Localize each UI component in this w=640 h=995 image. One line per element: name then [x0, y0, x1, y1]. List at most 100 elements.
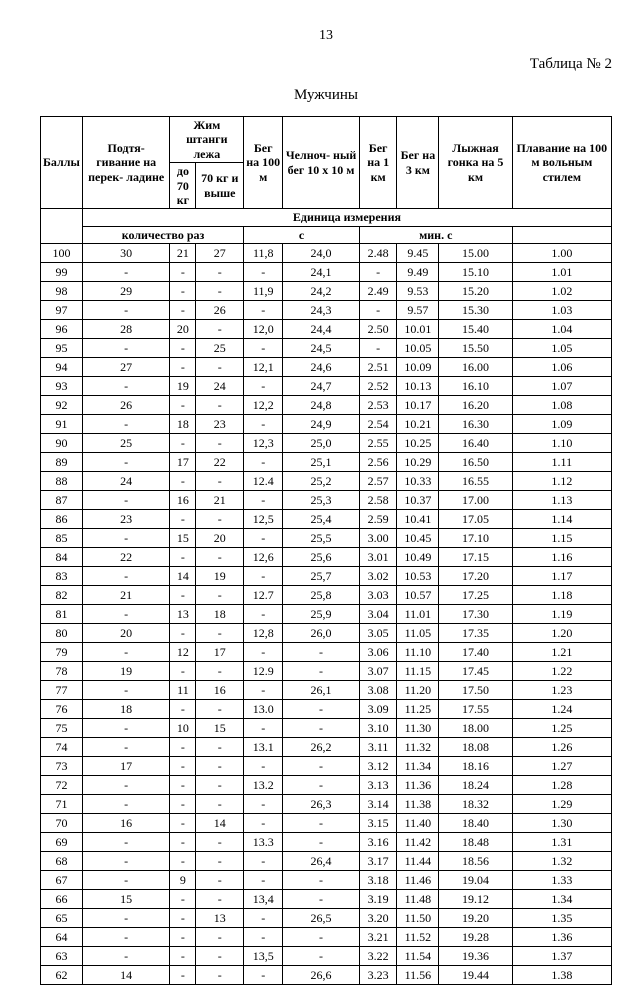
value-cell: 20 — [170, 320, 196, 339]
value-cell: 27 — [196, 244, 244, 263]
value-cell: 19.36 — [439, 947, 512, 966]
value-cell: 3.07 — [359, 662, 397, 681]
table-row: 81-1318-25,93.0411.0117.301.19 — [41, 605, 612, 624]
value-cell: 10.01 — [397, 320, 439, 339]
points-cell: 97 — [41, 301, 83, 320]
value-cell: 10.57 — [397, 586, 439, 605]
value-cell: 3.12 — [359, 757, 397, 776]
value-cell: 10.17 — [397, 396, 439, 415]
value-cell: 1.35 — [512, 909, 611, 928]
value-cell: 2.52 — [359, 377, 397, 396]
value-cell: 17.25 — [439, 586, 512, 605]
value-cell: - — [196, 358, 244, 377]
value-cell: 2.49 — [359, 282, 397, 301]
points-cell: 95 — [41, 339, 83, 358]
value-cell: 24,2 — [283, 282, 360, 301]
value-cell: 18 — [196, 605, 244, 624]
value-cell: 11.10 — [397, 643, 439, 662]
value-cell: 30 — [82, 244, 170, 263]
value-cell: 24,4 — [283, 320, 360, 339]
value-cell: - — [244, 814, 283, 833]
points-cell: 63 — [41, 947, 83, 966]
value-cell: - — [170, 434, 196, 453]
value-cell: 22 — [196, 453, 244, 472]
col-bench-a: до 70 кг — [170, 163, 196, 209]
value-cell: 19.28 — [439, 928, 512, 947]
table-row: 91-1823-24,92.5410.2116.301.09 — [41, 415, 612, 434]
value-cell: 19.20 — [439, 909, 512, 928]
value-cell: 11.32 — [397, 738, 439, 757]
value-cell: 2.53 — [359, 396, 397, 415]
points-cell: 94 — [41, 358, 83, 377]
value-cell: 25,6 — [283, 548, 360, 567]
value-cell: 1.24 — [512, 700, 611, 719]
value-cell: 18.00 — [439, 719, 512, 738]
value-cell: 26,6 — [283, 966, 360, 985]
value-cell: 1.31 — [512, 833, 611, 852]
value-cell: 3.05 — [359, 624, 397, 643]
table-row: 68----26,43.1711.4418.561.32 — [41, 852, 612, 871]
table-row: 65--13-26,53.2011.5019.201.35 — [41, 909, 612, 928]
value-cell: 3.18 — [359, 871, 397, 890]
value-cell: 12,5 — [244, 510, 283, 529]
table-row: 7819--12.9-3.0711.1517.451.22 — [41, 662, 612, 681]
col-bench-b: 70 кг и выше — [196, 163, 244, 209]
value-cell: 16 — [196, 681, 244, 700]
table-row: 77-1116-26,13.0811.2017.501.23 — [41, 681, 612, 700]
value-cell: 1.02 — [512, 282, 611, 301]
value-cell: 1.33 — [512, 871, 611, 890]
value-cell: 20 — [196, 529, 244, 548]
value-cell: - — [196, 320, 244, 339]
table-row: 71----26,33.1411.3818.321.29 — [41, 795, 612, 814]
value-cell: 16.20 — [439, 396, 512, 415]
value-cell: - — [244, 453, 283, 472]
unit-count: количество раз — [82, 226, 243, 243]
value-cell: 9.57 — [397, 301, 439, 320]
value-cell: - — [82, 415, 170, 434]
title: Мужчины — [40, 87, 612, 104]
table-row: 89-1722-25,12.5610.2916.501.11 — [41, 453, 612, 472]
value-cell: 1.00 — [512, 244, 611, 263]
value-cell: 3.13 — [359, 776, 397, 795]
value-cell: - — [283, 700, 360, 719]
value-cell: 16 — [82, 814, 170, 833]
value-cell: - — [196, 263, 244, 282]
value-cell: 11.20 — [397, 681, 439, 700]
value-cell: 28 — [82, 320, 170, 339]
value-cell: 12,2 — [244, 396, 283, 415]
value-cell: - — [82, 719, 170, 738]
document-page: 13 Таблица № 2 Мужчины Баллы Подтя- гива… — [0, 0, 640, 995]
value-cell: 1.16 — [512, 548, 611, 567]
value-cell: 11.50 — [397, 909, 439, 928]
value-cell: 21 — [196, 491, 244, 510]
value-cell: 1.28 — [512, 776, 611, 795]
value-cell: - — [170, 358, 196, 377]
value-cell: - — [170, 928, 196, 947]
points-cell: 100 — [41, 244, 83, 263]
value-cell: - — [170, 700, 196, 719]
value-cell: 1.06 — [512, 358, 611, 377]
value-cell: - — [196, 890, 244, 909]
value-cell: - — [283, 833, 360, 852]
value-cell: 18.32 — [439, 795, 512, 814]
value-cell: - — [170, 795, 196, 814]
value-cell: 1.05 — [512, 339, 611, 358]
value-cell: 11.30 — [397, 719, 439, 738]
value-cell: 1.17 — [512, 567, 611, 586]
value-cell: 19 — [82, 662, 170, 681]
points-cell: 86 — [41, 510, 83, 529]
value-cell: 18.16 — [439, 757, 512, 776]
value-cell: 18.56 — [439, 852, 512, 871]
value-cell: 11 — [170, 681, 196, 700]
value-cell: 13 — [196, 909, 244, 928]
points-cell: 84 — [41, 548, 83, 567]
value-cell: 10 — [170, 719, 196, 738]
value-cell: - — [283, 776, 360, 795]
value-cell: 10.05 — [397, 339, 439, 358]
value-cell: 17.35 — [439, 624, 512, 643]
value-cell: 24 — [196, 377, 244, 396]
value-cell: 1.18 — [512, 586, 611, 605]
value-cell: - — [82, 491, 170, 510]
table-row: 9025--12,325,02.5510.2516.401.10 — [41, 434, 612, 453]
points-cell: 78 — [41, 662, 83, 681]
